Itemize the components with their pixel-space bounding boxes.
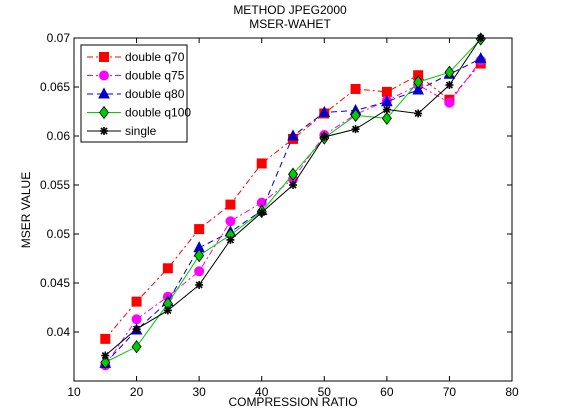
- data-point-double-q75: [131, 314, 142, 325]
- legend-marker: [99, 52, 109, 62]
- data-point-double-q70: [256, 158, 267, 169]
- data-point-single: [382, 105, 391, 114]
- legend-label: double q100: [125, 106, 191, 120]
- legend-entry-double-q80: double q80: [87, 87, 185, 101]
- legend-marker: [99, 105, 109, 120]
- chart-title-line-1: METHOD JPEG2000: [233, 3, 347, 17]
- data-point-double-q80: [412, 83, 424, 95]
- data-point-double-q80: [474, 52, 487, 64]
- legend-entry-single: single: [87, 124, 157, 138]
- legend-label: double q75: [125, 69, 185, 83]
- x-tick-label: 30: [192, 385, 206, 399]
- legend-marker: [100, 127, 108, 135]
- x-axis-label: COMPRESSION RATIO: [228, 395, 357, 409]
- series-layer: [99, 32, 487, 371]
- chart-title-line-2: MSER-WAHET: [249, 17, 331, 31]
- y-tick-label: 0.055: [40, 178, 70, 192]
- data-point-single: [445, 81, 454, 90]
- data-point-double-q70: [100, 333, 111, 344]
- data-point-single: [101, 351, 110, 360]
- data-point-double-q70: [225, 199, 236, 210]
- y-axis-ticks: 0.04 0.045 0.05 0.055 0.06 0.065 0.07: [40, 31, 512, 339]
- data-point-single: [476, 34, 485, 42]
- y-tick-label: 0.045: [40, 276, 70, 290]
- data-point-double-q100: [100, 355, 111, 370]
- x-tick-label: 10: [67, 385, 81, 399]
- data-point-double-q80: [287, 129, 299, 141]
- data-point-single: [289, 181, 297, 189]
- legend-marker: [99, 70, 109, 81]
- data-point-double-q75: [444, 97, 455, 108]
- legend-label: double q70: [125, 50, 185, 64]
- data-point-double-q70: [131, 296, 142, 307]
- legend-entry-double-q70: double q70: [87, 50, 185, 64]
- data-point-single: [226, 235, 235, 244]
- x-tick-label: 60: [380, 385, 394, 399]
- y-axis-label: MSER VALUE: [19, 172, 33, 248]
- data-point-single: [320, 132, 329, 141]
- y-tick-label: 0.05: [47, 227, 71, 241]
- data-point-double-q100: [288, 167, 298, 181]
- data-point-double-q70: [162, 263, 173, 274]
- data-point-single: [195, 280, 204, 289]
- x-tick-label: 70: [443, 385, 457, 399]
- x-axis-ticks: 10 20 30 40 50 60 70 80: [67, 38, 519, 399]
- data-point-single: [414, 109, 423, 118]
- y-tick-label: 0.06: [47, 129, 71, 143]
- data-point-double-q100: [444, 65, 455, 79]
- y-tick-label: 0.04: [47, 325, 71, 339]
- data-point-double-q75: [194, 266, 205, 277]
- legend-marker: [98, 87, 110, 99]
- x-tick-label: 20: [130, 385, 144, 399]
- data-point-single: [351, 125, 360, 134]
- legend-entry-double-q75: double q75: [87, 69, 185, 83]
- data-point-double-q100: [381, 111, 392, 126]
- data-point-double-q100: [194, 248, 205, 263]
- series-single: [101, 34, 485, 360]
- data-point-double-q75: [225, 216, 236, 227]
- x-tick-label: 80: [505, 385, 519, 399]
- data-point-double-q70: [350, 83, 361, 94]
- data-point-double-q100: [350, 108, 361, 123]
- y-tick-label: 0.065: [40, 80, 70, 94]
- data-point-single: [163, 306, 172, 315]
- data-point-double-q70: [194, 224, 205, 235]
- legend: double q70 double q75 double q80 double q10…: [80, 44, 191, 143]
- legend-label: double q80: [125, 87, 185, 101]
- data-point-single: [257, 208, 266, 217]
- y-tick-label: 0.07: [47, 31, 71, 45]
- data-point-double-q100: [131, 340, 142, 354]
- x-tick-label: 40: [255, 385, 269, 399]
- legend-entry-double-q100: double q100: [87, 106, 191, 120]
- data-point-double-q80: [318, 105, 331, 117]
- data-point-single: [132, 325, 141, 334]
- data-point-double-q70: [381, 86, 392, 97]
- data-point-double-q100: [413, 75, 424, 89]
- legend-label: single: [125, 124, 157, 138]
- x-tick-label: 50: [318, 385, 332, 399]
